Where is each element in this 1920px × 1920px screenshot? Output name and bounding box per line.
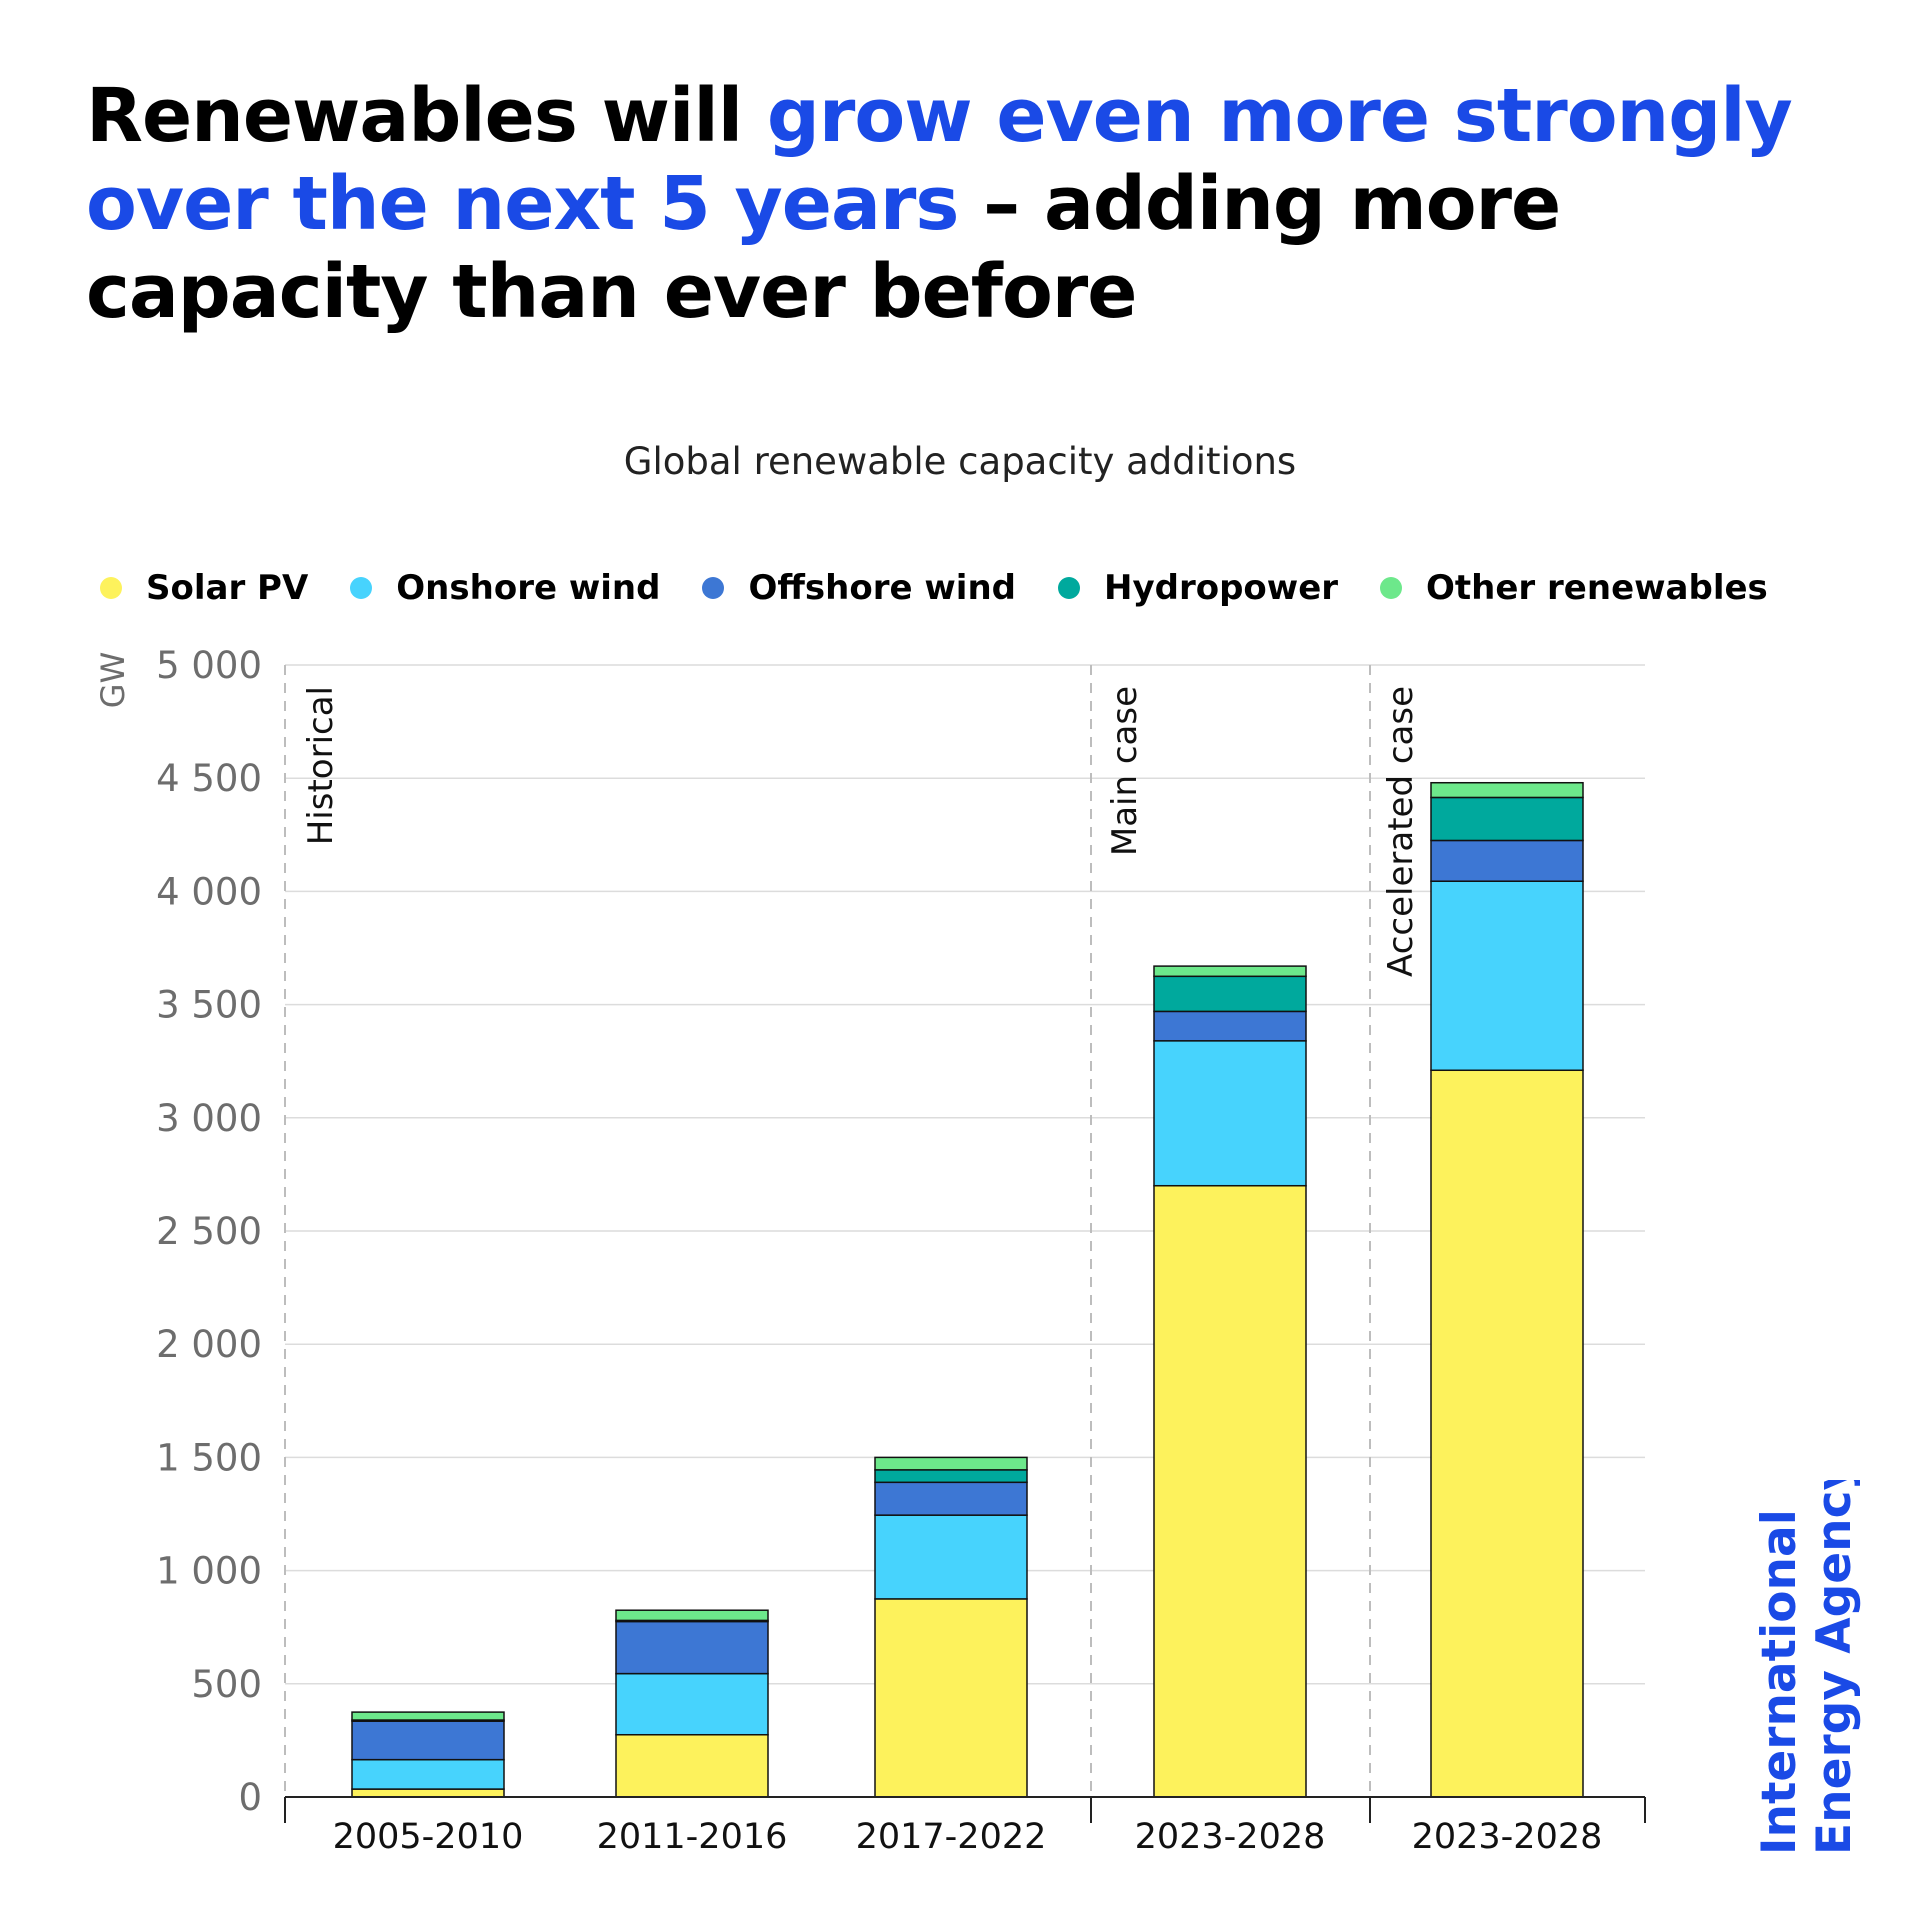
y-tick-label: 5 000: [156, 644, 262, 687]
y-tick-label: 2 000: [156, 1323, 262, 1366]
bar-segment: [615, 1733, 769, 1798]
headline-part2: – adding more capacity than ever before: [86, 161, 1561, 335]
y-tick-label: 500: [191, 1663, 262, 1706]
legend-label: Other renewables: [1426, 568, 1768, 608]
y-tick-label: 1 000: [156, 1550, 262, 1593]
legend-label: Hydropower: [1104, 568, 1339, 608]
legend-label: Onshore wind: [396, 568, 661, 608]
x-tick-label: 2023-2028: [1135, 1817, 1326, 1857]
bar-segment: [1430, 880, 1584, 1072]
legend-marker: [1380, 577, 1403, 599]
legend-marker: [100, 577, 122, 599]
bar-segment: [1430, 796, 1584, 842]
y-axis-label: GW: [94, 652, 132, 708]
headline-accent: grow even more strongly over the next 5 …: [86, 73, 1793, 247]
y-tick-label: 3 500: [156, 984, 262, 1027]
bar-segment: [615, 1609, 769, 1622]
bar-segment: [351, 1758, 505, 1790]
section-label: Main case: [1105, 686, 1145, 856]
legend-marker: [702, 577, 725, 599]
legend-marker: [1058, 577, 1080, 599]
legend-marker: [350, 577, 373, 599]
bar-segment: [874, 1598, 1028, 1798]
bar-segment: [874, 1469, 1028, 1484]
bar-segment: [351, 1720, 505, 1761]
bar-segment: [874, 1456, 1028, 1471]
headline: Renewables will grow even more strongly …: [86, 72, 1846, 336]
legend-item: Other renewables: [1380, 568, 1768, 608]
bar-segment: [1153, 975, 1307, 1013]
bar-segment: [1153, 1010, 1307, 1042]
y-tick-label: 4 000: [156, 870, 262, 913]
bar-segment: [874, 1481, 1028, 1516]
bar-segment: [351, 1711, 505, 1721]
x-tick-label: 2017-2022: [856, 1817, 1047, 1857]
chart-legend: Solar PV Onshore wind Offshore wind Hydropo…: [100, 560, 1810, 616]
bar-segment: [351, 1788, 505, 1798]
headline-part1: Renewables will: [86, 73, 767, 159]
section-label: Accelerated case: [1381, 686, 1421, 977]
bar-segment: [1430, 839, 1584, 882]
section-label: Historical: [301, 686, 341, 845]
y-tick-label: 2 500: [156, 1210, 262, 1253]
bar-segment: [874, 1514, 1028, 1600]
legend-item: Onshore wind: [350, 568, 660, 608]
x-tick-label: 2023-2028: [1412, 1817, 1603, 1857]
bar-segment: [1430, 781, 1584, 799]
y-tick-label: 0: [238, 1776, 262, 1819]
logo-line2: Energy Agency: [1807, 1480, 1862, 1855]
bar-segment: [1153, 965, 1307, 978]
bar-segment: [615, 1620, 769, 1675]
y-tick-label: 3 000: [156, 1097, 262, 1140]
bar-segment: [1430, 1069, 1584, 1798]
chart-title: Global renewable capacity additions: [623, 440, 1297, 483]
bar-segment: [1153, 1040, 1307, 1187]
legend-item: Hydropower: [1058, 568, 1338, 608]
legend-item: Solar PV: [100, 568, 308, 608]
y-tick-label: 1 500: [156, 1436, 262, 1479]
legend-label: Solar PV: [146, 568, 309, 608]
y-tick-label: 4 500: [156, 757, 262, 800]
legend-label: Offshore wind: [748, 568, 1016, 608]
legend-item: Offshore wind: [702, 568, 1016, 608]
x-tick-label: 2011-2016: [597, 1817, 788, 1857]
bar-segment: [1153, 1184, 1307, 1798]
bar-segment: [615, 1672, 769, 1736]
x-tick-label: 2005-2010: [333, 1817, 524, 1857]
logo-line1: International: [1752, 1509, 1807, 1855]
iea-logo: International Energy Agency: [1752, 1480, 1862, 1855]
